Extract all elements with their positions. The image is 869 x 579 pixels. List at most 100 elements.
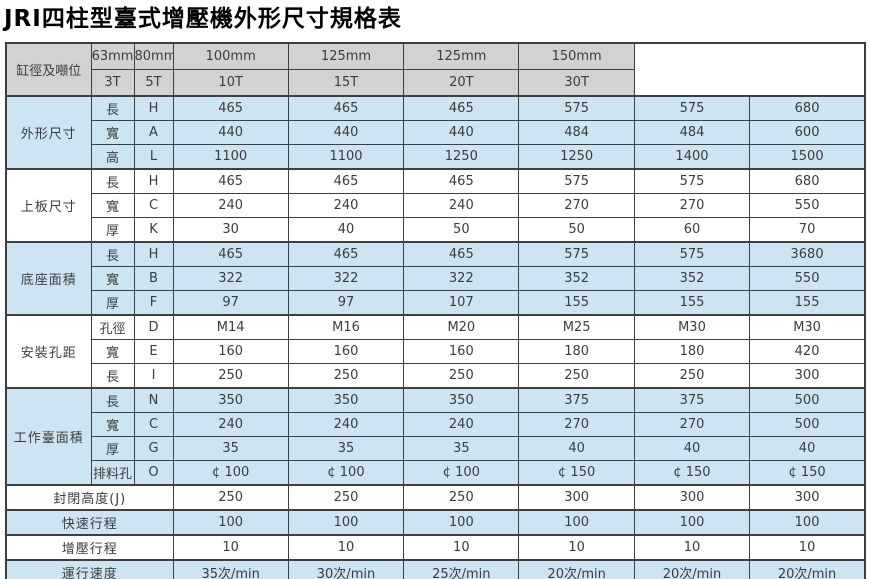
dimension-letter: L (133, 144, 174, 170)
value-cell: 465 (403, 168, 520, 194)
value-cell: 465 (403, 95, 520, 121)
table-row: 長 I 250 250 250 250 250 300 (6, 363, 866, 389)
value-cell: 440 (403, 120, 520, 145)
value-cell: 10 (287, 534, 405, 561)
value-cell: 1400 (633, 144, 751, 170)
dimension-letter: A (133, 120, 174, 145)
col-header-tonnage: 10T (172, 69, 289, 97)
value-cell: 300 (518, 484, 635, 511)
col-header-diameter: 80mm (133, 42, 174, 70)
value-cell: 250 (172, 484, 289, 511)
value-cell: 35 (172, 436, 289, 461)
value-cell: 3680 (749, 241, 866, 267)
value-cell: 352 (633, 266, 751, 291)
value-cell: 30次/min (287, 559, 405, 579)
value-cell: 240 (287, 412, 405, 437)
value-cell: 440 (172, 120, 289, 145)
value-cell: 10 (633, 534, 751, 561)
value-cell: 250 (633, 363, 751, 389)
value-cell: 180 (518, 339, 635, 364)
col-header-tonnage: 3T (90, 69, 135, 97)
table-row: 寬 E 160 160 160 180 180 420 (6, 339, 866, 364)
col-header-tonnage: 5T (133, 69, 174, 97)
value-cell: 500 (749, 412, 866, 437)
col-header-diameter: 63mm (90, 42, 135, 70)
table-row: 排料孔 O ¢ 100 ¢ 100 ¢ 100 ¢ 150 ¢ 150 ¢ 150 (6, 460, 866, 486)
value-cell: ¢ 150 (518, 460, 635, 486)
value-cell: 270 (518, 412, 635, 437)
value-cell: 1250 (518, 144, 635, 170)
value-cell: 180 (633, 339, 751, 364)
footer-row-label: 增壓行程 (5, 534, 174, 561)
section-label: 安裝孔距 (5, 314, 92, 389)
value-cell: 680 (749, 168, 866, 194)
value-cell: 10 (172, 534, 289, 561)
dimension-label: 厚 (90, 436, 135, 461)
dimension-letter: I (133, 363, 174, 389)
value-cell: 575 (633, 168, 751, 194)
value-cell: 350 (403, 387, 520, 413)
value-cell: M30 (633, 314, 751, 340)
value-cell: M16 (287, 314, 405, 340)
dimension-letter: N (133, 387, 174, 413)
value-cell: 300 (749, 363, 866, 389)
value-cell: 100 (749, 509, 866, 536)
spec-table: 缸徑及噸位 63mm 80mm 100mm 125mm 125mm 150mm 3T 5T 10T… (5, 42, 866, 579)
dimension-letter: H (133, 241, 174, 267)
value-cell: 575 (518, 168, 635, 194)
value-cell: 575 (518, 241, 635, 267)
value-cell: 155 (749, 290, 866, 316)
value-cell: 100 (518, 509, 635, 536)
value-cell: ¢ 100 (403, 460, 520, 486)
table-row: 厚 G 35 35 35 40 40 40 (6, 436, 866, 461)
value-cell: 107 (403, 290, 520, 316)
value-cell: 322 (403, 266, 520, 291)
value-cell: 575 (518, 95, 635, 121)
table-row: 工作臺面積長 N 350 350 350 375 375 500 (5, 387, 866, 486)
value-cell: 575 (633, 241, 751, 267)
table-row: 封閉高度(J) 250 250 250 300 300 300 (5, 484, 866, 511)
value-cell: 465 (172, 241, 289, 267)
table-header: 缸徑及噸位 63mm 80mm 100mm 125mm 125mm 150mm 3T 5T 10T… (5, 42, 865, 97)
value-cell: 40 (749, 436, 866, 461)
dimension-letter: O (133, 460, 174, 486)
section-label: 底座面積 (5, 241, 92, 316)
value-cell: M20 (403, 314, 520, 340)
dimension-label: 高 (90, 144, 135, 170)
dimension-label: 長 (90, 241, 135, 267)
value-cell: M30 (749, 314, 866, 340)
value-cell: 300 (633, 484, 751, 511)
table-row: 安裝孔距 孔徑 D M14 M16 M20 M25 M30 M30 (5, 314, 866, 389)
dimension-letter: E (133, 339, 174, 364)
header-row-tonnage: 3T 5T 10T 15T 20T 30T (6, 69, 865, 97)
value-cell: 420 (749, 339, 866, 364)
dimension-label: 寬 (90, 339, 135, 364)
section-label: 外形尺寸 (5, 95, 92, 170)
col-header-diameter: 150mm (518, 42, 635, 70)
value-cell: 40 (633, 436, 751, 461)
table-row: 增壓行程 10 10 10 10 10 10 (5, 534, 866, 561)
col-header-diameter: 125mm (287, 42, 405, 70)
dimension-label: 排料孔 (90, 460, 135, 486)
value-cell: 160 (403, 339, 520, 364)
value-cell: 465 (172, 168, 289, 194)
value-cell: 1100 (287, 144, 405, 170)
table-row: 寬 A 440 440 440 484 484 600 (6, 120, 866, 145)
value-cell: 250 (287, 363, 405, 389)
footer-row-label: 快速行程 (5, 509, 174, 536)
value-cell: 25次/min (403, 559, 520, 579)
header-row-diameter: 缸徑及噸位 63mm 80mm 100mm 125mm 125mm 150mm (5, 42, 865, 97)
col-header-tonnage: 20T (403, 69, 520, 97)
value-cell: M14 (172, 314, 289, 340)
value-cell: 484 (633, 120, 751, 145)
table-row: 快速行程 100 100 100 100 100 100 (5, 509, 866, 536)
value-cell: 10 (518, 534, 635, 561)
dimension-letter: B (133, 266, 174, 291)
dimension-letter: C (133, 193, 174, 218)
value-cell: 20次/min (633, 559, 751, 579)
value-cell: 465 (287, 168, 405, 194)
value-cell: 270 (633, 412, 751, 437)
footer-row-label: 運行速度 (5, 559, 174, 579)
table-body: 外形尺寸長 H 465 465 465 575 575 680 寬 A 440 440 440 484 48… (5, 95, 866, 579)
value-cell: 100 (172, 509, 289, 536)
